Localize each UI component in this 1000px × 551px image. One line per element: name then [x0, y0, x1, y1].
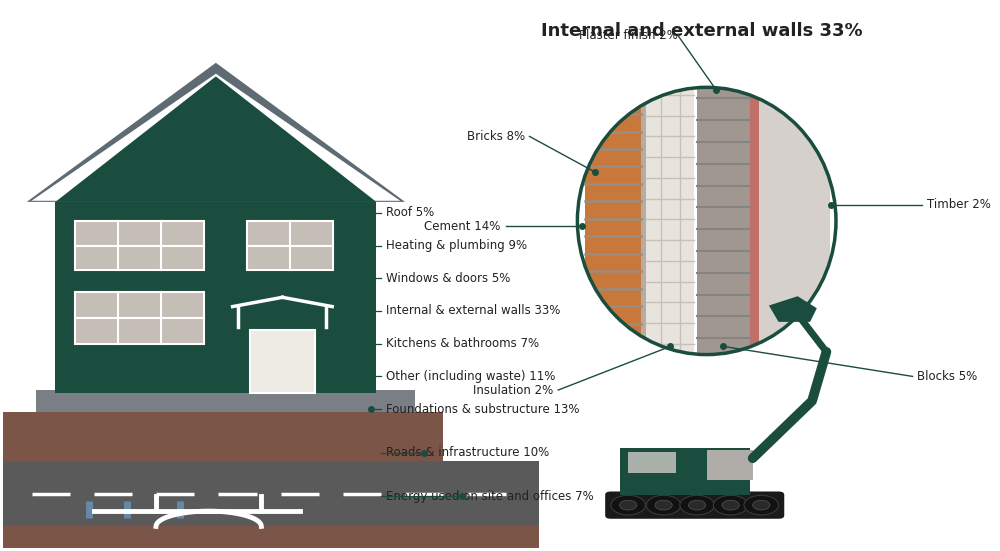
- Polygon shape: [27, 63, 405, 202]
- FancyBboxPatch shape: [605, 491, 784, 519]
- FancyBboxPatch shape: [247, 221, 333, 270]
- FancyBboxPatch shape: [759, 87, 830, 355]
- FancyBboxPatch shape: [55, 202, 376, 393]
- FancyBboxPatch shape: [36, 390, 415, 412]
- Text: Foundations & substructure 13%: Foundations & substructure 13%: [386, 403, 579, 415]
- Circle shape: [688, 500, 706, 510]
- Text: Kitchens & bathrooms 7%: Kitchens & bathrooms 7%: [386, 337, 539, 350]
- Circle shape: [655, 500, 672, 510]
- Text: Internal & external walls 33%: Internal & external walls 33%: [386, 305, 560, 317]
- FancyBboxPatch shape: [3, 412, 443, 461]
- FancyBboxPatch shape: [641, 87, 646, 355]
- FancyBboxPatch shape: [707, 450, 753, 480]
- Circle shape: [611, 495, 645, 515]
- FancyBboxPatch shape: [620, 449, 750, 495]
- FancyBboxPatch shape: [585, 87, 641, 355]
- Text: Cement 14%: Cement 14%: [424, 220, 501, 233]
- Text: Timber 2%: Timber 2%: [927, 198, 991, 211]
- Polygon shape: [32, 74, 400, 201]
- Text: Plaster finish 2%: Plaster finish 2%: [579, 29, 678, 42]
- Polygon shape: [55, 77, 376, 202]
- Text: Windows & doors 5%: Windows & doors 5%: [386, 272, 510, 285]
- FancyBboxPatch shape: [36, 412, 415, 461]
- Circle shape: [680, 495, 714, 515]
- Text: Other (including waste) 11%: Other (including waste) 11%: [386, 370, 555, 383]
- Circle shape: [646, 495, 681, 515]
- FancyBboxPatch shape: [75, 292, 204, 344]
- FancyBboxPatch shape: [75, 221, 204, 270]
- Circle shape: [620, 500, 637, 510]
- Circle shape: [753, 500, 770, 510]
- Text: Energy used on site and offices 7%: Energy used on site and offices 7%: [386, 490, 594, 503]
- Text: Blocks 5%: Blocks 5%: [917, 370, 978, 383]
- FancyBboxPatch shape: [3, 461, 539, 526]
- FancyBboxPatch shape: [250, 330, 315, 393]
- Text: Internal and external walls 33%: Internal and external walls 33%: [541, 22, 863, 40]
- Text: Roof 5%: Roof 5%: [386, 206, 434, 219]
- Text: Heating & plumbing 9%: Heating & plumbing 9%: [386, 239, 527, 252]
- FancyBboxPatch shape: [697, 87, 750, 355]
- Text: Bricks 8%: Bricks 8%: [467, 130, 525, 143]
- Circle shape: [744, 495, 779, 515]
- Polygon shape: [769, 296, 817, 322]
- FancyBboxPatch shape: [3, 526, 539, 548]
- Circle shape: [722, 500, 739, 510]
- FancyBboxPatch shape: [628, 452, 676, 473]
- Circle shape: [713, 495, 748, 515]
- Text: Roads & infrastructure 10%: Roads & infrastructure 10%: [386, 446, 549, 460]
- FancyBboxPatch shape: [750, 87, 759, 355]
- Text: Insulation 2%: Insulation 2%: [473, 383, 553, 397]
- Ellipse shape: [577, 87, 836, 355]
- FancyBboxPatch shape: [646, 87, 694, 355]
